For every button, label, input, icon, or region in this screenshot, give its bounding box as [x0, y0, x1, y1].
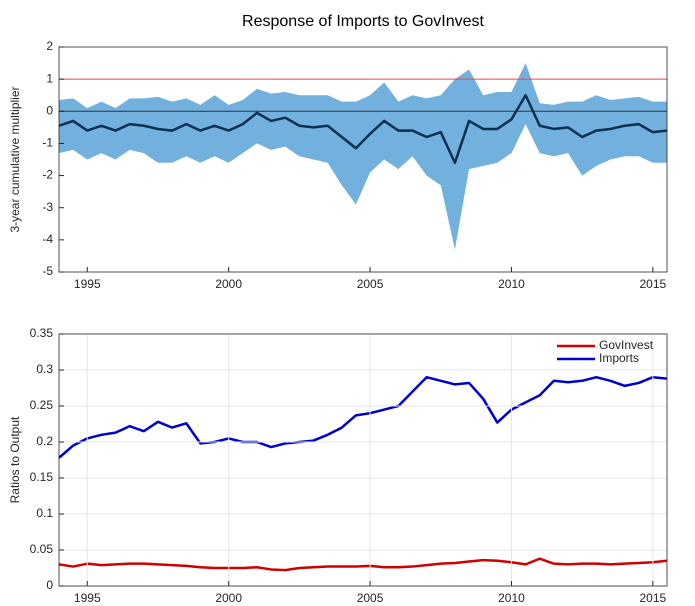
median-line	[59, 93, 667, 164]
y-tick-label: 0.35	[30, 326, 54, 340]
y-tick-label: 0.3	[36, 362, 53, 376]
series-line	[59, 375, 667, 459]
y-tick-label: 0.1	[36, 506, 53, 520]
y-tick-label: 0	[46, 103, 53, 117]
x-tick-label: 2015	[640, 277, 667, 291]
y-tick-label: -1	[42, 136, 53, 150]
y-tick-label: 0.05	[30, 542, 54, 556]
chart-title: Response of Imports to GovInvest	[242, 13, 484, 30]
y-tick-label: -4	[42, 232, 53, 246]
axes-frame	[58, 46, 668, 273]
y-axis-label: 3-year cumulative multiplier	[8, 86, 22, 232]
y-tick-label: 0	[46, 578, 53, 592]
plot-layer	[59, 375, 667, 572]
y-tick-label: -2	[42, 168, 53, 182]
x-tick-label: 1995	[74, 277, 101, 291]
y-tick-label: -3	[42, 200, 53, 214]
x-tick-label: 2010	[498, 591, 525, 605]
x-tick-label: 1995	[74, 591, 101, 605]
y-tick-label: 2	[46, 39, 53, 53]
x-tick-label: 2005	[357, 591, 384, 605]
x-tick-label: 2010	[498, 277, 525, 291]
confidence-band	[59, 63, 667, 250]
x-tick-label: 2005	[357, 277, 384, 291]
plot-layer	[59, 63, 667, 250]
x-tick-label: 2000	[215, 277, 242, 291]
x-tick-label: 2015	[640, 591, 667, 605]
x-tick-label: 2000	[215, 591, 242, 605]
series-line	[59, 557, 667, 572]
legend-label: GovInvest	[599, 338, 654, 352]
y-tick-label: -5	[42, 264, 53, 278]
y-tick-label: 0.25	[30, 398, 54, 412]
y-tick-label: 0.15	[30, 470, 54, 484]
plot-area	[59, 334, 667, 586]
y-tick-label: 0.2	[36, 434, 53, 448]
y-tick-label: 1	[46, 71, 53, 85]
y-axis-label: Ratios to Output	[8, 416, 22, 503]
axes-frame	[58, 333, 668, 587]
legend-label: Imports	[599, 351, 639, 365]
